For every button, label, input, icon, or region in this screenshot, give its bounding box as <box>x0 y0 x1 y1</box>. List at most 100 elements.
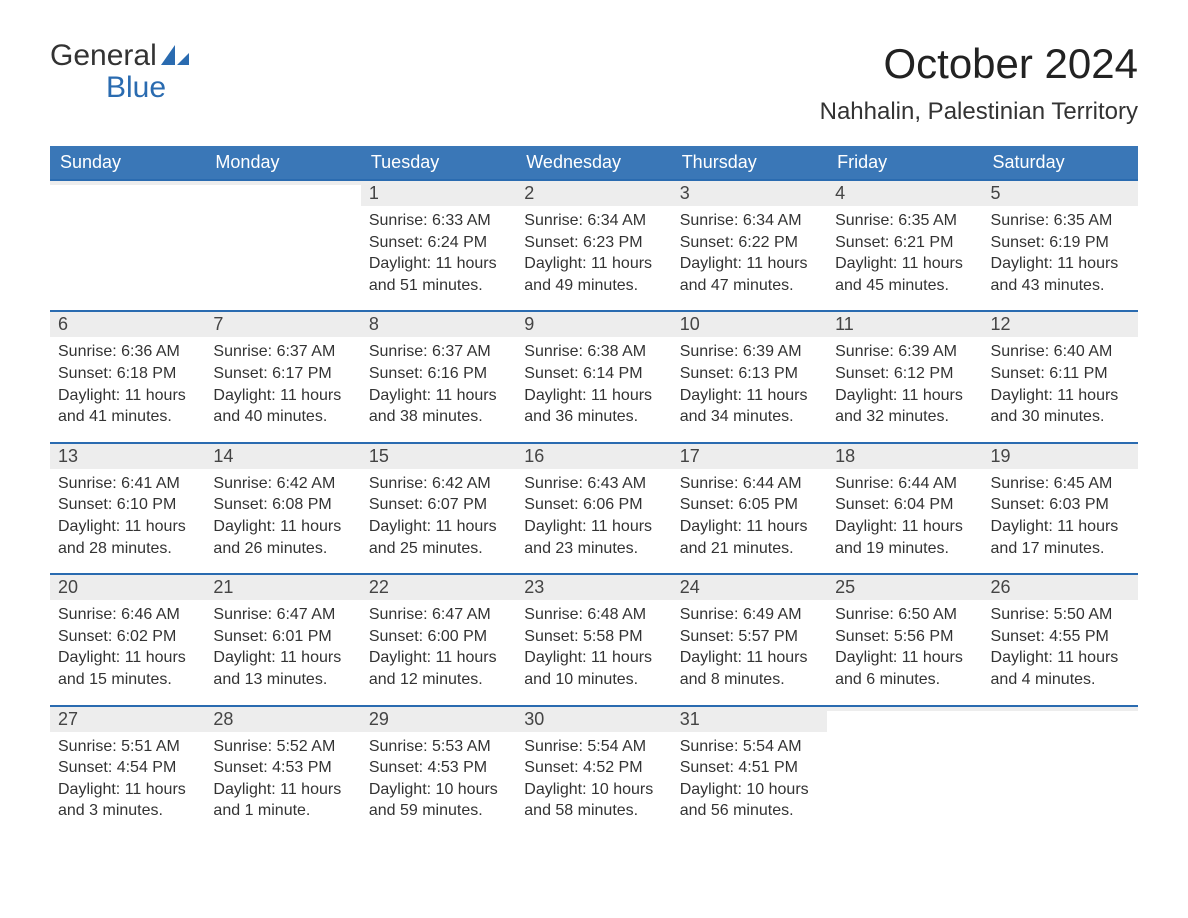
sunset-text: Sunset: 6:02 PM <box>58 626 197 648</box>
sunset-text: Sunset: 6:11 PM <box>991 363 1130 385</box>
daylight-text: and 6 minutes. <box>835 669 974 691</box>
daylight-text: Daylight: 11 hours <box>835 647 974 669</box>
daylight-text: Daylight: 11 hours <box>680 385 819 407</box>
sunset-text: Sunset: 6:22 PM <box>680 232 819 254</box>
calendar-cell: Sunrise: 6:37 AMSunset: 6:17 PMDaylight:… <box>205 337 360 441</box>
daylight-text: Daylight: 11 hours <box>369 253 508 275</box>
day-number <box>827 705 982 711</box>
sunset-text: Sunset: 6:05 PM <box>680 494 819 516</box>
weekday-header: Thursday <box>672 146 827 179</box>
sunrise-text: Sunrise: 6:35 AM <box>835 210 974 232</box>
sunset-text: Sunset: 6:00 PM <box>369 626 508 648</box>
location-label: Nahhalin, Palestinian Territory <box>820 98 1138 126</box>
day-number: 25 <box>827 573 982 600</box>
calendar-cell: Sunrise: 5:53 AMSunset: 4:53 PMDaylight:… <box>361 732 516 836</box>
day-number: 31 <box>672 705 827 732</box>
calendar-cell: Sunrise: 6:39 AMSunset: 6:12 PMDaylight:… <box>827 337 982 441</box>
daylight-text: Daylight: 11 hours <box>524 385 663 407</box>
sunrise-text: Sunrise: 5:50 AM <box>991 604 1130 626</box>
day-number: 13 <box>50 442 205 469</box>
daylight-text: Daylight: 11 hours <box>58 385 197 407</box>
sunrise-text: Sunrise: 5:54 AM <box>680 736 819 758</box>
daylight-text: Daylight: 11 hours <box>835 385 974 407</box>
sunrise-text: Sunrise: 6:38 AM <box>524 341 663 363</box>
sunrise-text: Sunrise: 6:44 AM <box>680 473 819 495</box>
day-number: 16 <box>516 442 671 469</box>
logo: General Blue <box>50 40 189 103</box>
sunset-text: Sunset: 6:24 PM <box>369 232 508 254</box>
weekday-header: Saturday <box>983 146 1138 179</box>
daylight-text: and 1 minute. <box>213 800 352 822</box>
daylight-text: and 36 minutes. <box>524 406 663 428</box>
sunset-text: Sunset: 4:55 PM <box>991 626 1130 648</box>
sunrise-text: Sunrise: 6:47 AM <box>369 604 508 626</box>
sunset-text: Sunset: 6:03 PM <box>991 494 1130 516</box>
sunset-text: Sunset: 6:21 PM <box>835 232 974 254</box>
daylight-text: and 10 minutes. <box>524 669 663 691</box>
day-number: 24 <box>672 573 827 600</box>
logo-word2: Blue <box>50 72 189 104</box>
calendar-cell: Sunrise: 6:41 AMSunset: 6:10 PMDaylight:… <box>50 469 205 573</box>
daylight-text: Daylight: 10 hours <box>680 779 819 801</box>
calendar-cell: Sunrise: 5:54 AMSunset: 4:52 PMDaylight:… <box>516 732 671 836</box>
day-number: 12 <box>983 310 1138 337</box>
daylight-text: Daylight: 11 hours <box>835 516 974 538</box>
sunrise-text: Sunrise: 6:42 AM <box>369 473 508 495</box>
sunset-text: Sunset: 5:58 PM <box>524 626 663 648</box>
daylight-text: Daylight: 11 hours <box>213 516 352 538</box>
sunrise-text: Sunrise: 6:45 AM <box>991 473 1130 495</box>
day-number: 1 <box>361 179 516 206</box>
daylight-text: and 8 minutes. <box>680 669 819 691</box>
sunrise-text: Sunrise: 6:39 AM <box>680 341 819 363</box>
calendar-cell: Sunrise: 5:54 AMSunset: 4:51 PMDaylight:… <box>672 732 827 836</box>
day-number: 8 <box>361 310 516 337</box>
daylight-text: and 17 minutes. <box>991 538 1130 560</box>
calendar-cell: Sunrise: 6:42 AMSunset: 6:08 PMDaylight:… <box>205 469 360 573</box>
day-number: 17 <box>672 442 827 469</box>
daylight-text: and 59 minutes. <box>369 800 508 822</box>
weekday-header: Tuesday <box>361 146 516 179</box>
day-number: 10 <box>672 310 827 337</box>
daylight-text: and 30 minutes. <box>991 406 1130 428</box>
sunset-text: Sunset: 6:10 PM <box>58 494 197 516</box>
daynum-row: 6789101112 <box>50 310 1138 337</box>
daylight-text: and 41 minutes. <box>58 406 197 428</box>
calendar-cell: Sunrise: 6:35 AMSunset: 6:19 PMDaylight:… <box>983 206 1138 310</box>
logo-word1: General <box>50 40 157 72</box>
day-number: 20 <box>50 573 205 600</box>
day-number: 26 <box>983 573 1138 600</box>
sunrise-text: Sunrise: 6:40 AM <box>991 341 1130 363</box>
weekday-header: Sunday <box>50 146 205 179</box>
week-row: Sunrise: 6:33 AMSunset: 6:24 PMDaylight:… <box>50 206 1138 310</box>
daylight-text: Daylight: 11 hours <box>524 647 663 669</box>
day-number: 18 <box>827 442 982 469</box>
sunrise-text: Sunrise: 6:41 AM <box>58 473 197 495</box>
calendar-cell: Sunrise: 6:46 AMSunset: 6:02 PMDaylight:… <box>50 600 205 704</box>
sunrise-text: Sunrise: 6:37 AM <box>369 341 508 363</box>
daylight-text: and 56 minutes. <box>680 800 819 822</box>
day-number: 5 <box>983 179 1138 206</box>
daylight-text: and 28 minutes. <box>58 538 197 560</box>
calendar-cell: Sunrise: 6:34 AMSunset: 6:23 PMDaylight:… <box>516 206 671 310</box>
daylight-text: Daylight: 11 hours <box>213 647 352 669</box>
calendar-cell: Sunrise: 5:52 AMSunset: 4:53 PMDaylight:… <box>205 732 360 836</box>
daylight-text: Daylight: 11 hours <box>991 647 1130 669</box>
sunrise-text: Sunrise: 5:54 AM <box>524 736 663 758</box>
sunset-text: Sunset: 5:57 PM <box>680 626 819 648</box>
calendar-cell <box>983 732 1138 836</box>
daylight-text: and 19 minutes. <box>835 538 974 560</box>
calendar-cell: Sunrise: 6:33 AMSunset: 6:24 PMDaylight:… <box>361 206 516 310</box>
calendar-cell: Sunrise: 6:37 AMSunset: 6:16 PMDaylight:… <box>361 337 516 441</box>
daylight-text: and 32 minutes. <box>835 406 974 428</box>
daylight-text: Daylight: 11 hours <box>213 385 352 407</box>
daynum-row: 2728293031 <box>50 705 1138 732</box>
daylight-text: Daylight: 11 hours <box>680 516 819 538</box>
daynum-row: 13141516171819 <box>50 442 1138 469</box>
daynum-row: 20212223242526 <box>50 573 1138 600</box>
calendar-cell: Sunrise: 6:42 AMSunset: 6:07 PMDaylight:… <box>361 469 516 573</box>
daylight-text: and 3 minutes. <box>58 800 197 822</box>
calendar-cell <box>205 206 360 310</box>
daylight-text: and 45 minutes. <box>835 275 974 297</box>
sunset-text: Sunset: 4:54 PM <box>58 757 197 779</box>
calendar-cell: Sunrise: 6:35 AMSunset: 6:21 PMDaylight:… <box>827 206 982 310</box>
